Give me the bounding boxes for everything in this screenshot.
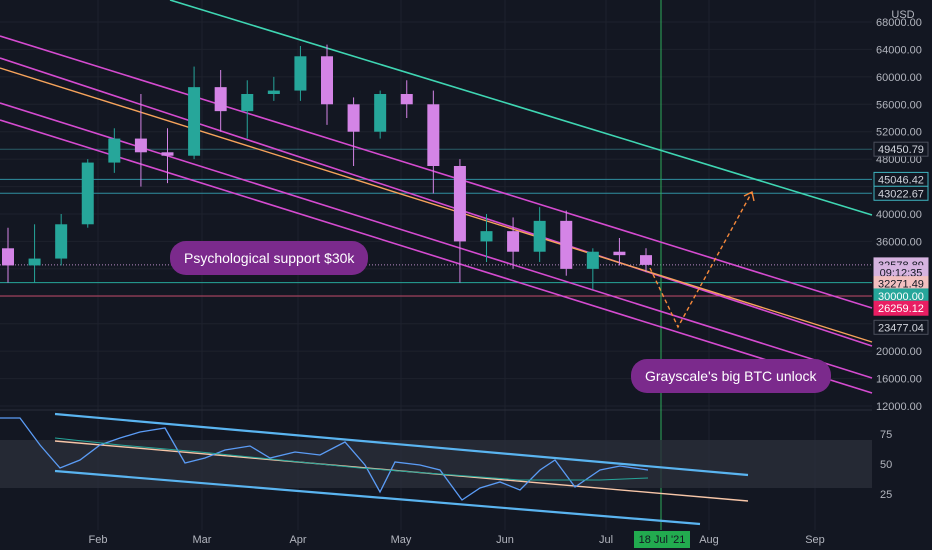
candle-body: [347, 104, 360, 132]
candle-body: [507, 231, 520, 252]
channel-line-4: [0, 119, 873, 394]
price-tick-label: 16000.00: [876, 374, 922, 386]
price-tag: [873, 319, 929, 335]
price-tag: [873, 185, 929, 201]
support-annotation-text: Psychological support $30k: [184, 250, 355, 266]
price-axis[interactable]: 12000.0016000.0020000.0024000.0028000.00…: [873, 17, 929, 501]
price-tag-label: 32271.49: [878, 279, 924, 291]
candle-body: [108, 138, 121, 163]
currency-label: USD: [891, 9, 914, 21]
rsi-tick-label: 50: [880, 459, 892, 471]
rsi-tick-label: 25: [880, 489, 892, 501]
candle-body: [294, 56, 307, 91]
time-axis[interactable]: Feb Mar Apr May Jun Jul Aug Sep 18 Jul '21: [89, 531, 825, 548]
candle-body: [267, 90, 280, 94]
time-tick-label: May: [391, 534, 412, 546]
price-tick-label: 48000.00: [876, 154, 922, 166]
channel-line-2: [0, 57, 873, 347]
price-tag-label: 30000.00: [878, 291, 924, 303]
price-tag-label: 45046.42: [878, 174, 924, 186]
price-tag: [873, 300, 929, 316]
candle-body: [400, 94, 413, 105]
projection-arrowhead: [743, 190, 755, 202]
candle-body: [214, 87, 227, 112]
time-tick-label: Mar: [193, 534, 212, 546]
candle-body: [374, 94, 387, 132]
candlestick-series: [2, 44, 652, 290]
candle-body: [453, 166, 466, 242]
price-tick-label: 52000.00: [876, 127, 922, 139]
price-tick-label: 60000.00: [876, 72, 922, 84]
cursor-date-label: 18 Jul '21: [639, 534, 686, 546]
candle-body: [188, 87, 201, 156]
price-tick-label: 64000.00: [876, 44, 922, 56]
rsi-tick-label: 75: [880, 429, 892, 441]
rsi-pane: [0, 412, 872, 526]
rsi-channel-lower: [54, 469, 701, 526]
price-tick-label: 68000.00: [876, 17, 922, 29]
candle-body: [81, 162, 94, 225]
candle-body: [241, 94, 254, 112]
candle-body: [161, 152, 174, 156]
price-projection-path: [649, 190, 755, 329]
price-tag-label: 26259.12: [878, 303, 924, 315]
price-tick-label: 56000.00: [876, 99, 922, 111]
candle-body: [533, 220, 546, 252]
price-tag: [873, 141, 929, 157]
channel-line-1: [0, 35, 873, 309]
price-tick-label: 40000.00: [876, 209, 922, 221]
time-tick-label: Jul: [599, 534, 613, 546]
projection-arrow: [649, 191, 753, 329]
candle-body: [640, 255, 652, 265]
price-tag-label: 43022.67: [878, 188, 924, 200]
candle-body: [480, 231, 493, 242]
candle-body: [321, 56, 333, 105]
price-tick-label: 36000.00: [876, 236, 922, 248]
candle-body: [2, 248, 14, 266]
candle-body: [28, 258, 41, 266]
price-tag-label: 49450.79: [878, 144, 924, 156]
median-line: [0, 67, 873, 343]
price-tag-label: 23477.04: [878, 322, 924, 334]
price-tick-label: 12000.00: [876, 401, 922, 413]
candle-body: [134, 138, 147, 153]
unlock-annotation-text: Grayscale's big BTC unlock: [645, 368, 817, 384]
price-tick-label: 20000.00: [876, 346, 922, 358]
candle-body: [586, 251, 599, 269]
support-annotation[interactable]: Psychological support $30k: [170, 241, 369, 275]
time-tick-label: Apr: [289, 534, 306, 546]
rsi-channel-upper: [54, 412, 749, 477]
candle-body: [613, 251, 626, 256]
rsi-ma-line: [54, 437, 649, 481]
time-tick-label: Feb: [89, 534, 108, 546]
candle-body: [55, 224, 68, 259]
unlock-annotation[interactable]: Grayscale's big BTC unlock: [631, 359, 831, 393]
candle-body: [427, 104, 440, 166]
candle-body: [560, 220, 573, 269]
cursor-date-tag: [634, 531, 690, 548]
upper-channel-line: [169, 0, 873, 216]
rsi-line: [0, 417, 649, 501]
time-tick-label: Sep: [805, 534, 825, 546]
time-tick-label: Jun: [496, 534, 514, 546]
trend-channels: [0, 0, 873, 394]
time-tick-label: Aug: [699, 534, 719, 546]
